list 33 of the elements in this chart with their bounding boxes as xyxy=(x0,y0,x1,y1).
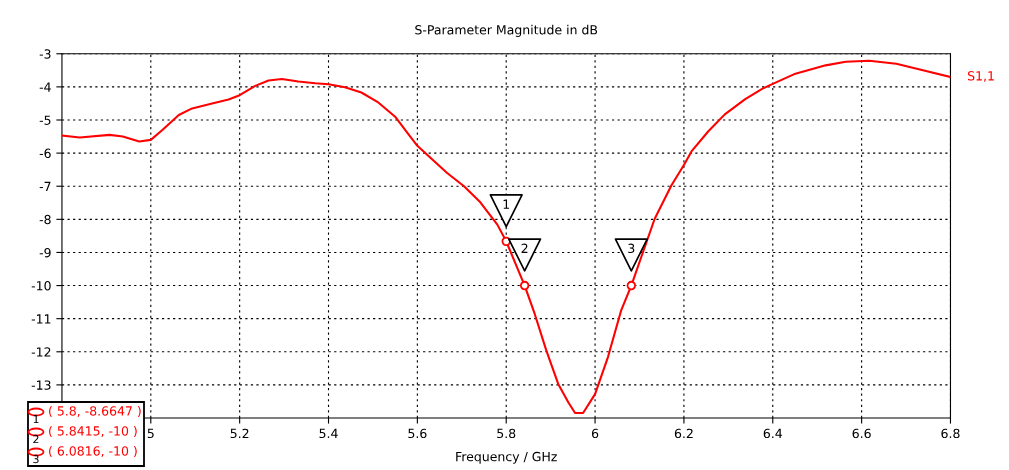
annotation: 2 xyxy=(521,243,528,253)
annotation: 1 xyxy=(503,199,510,209)
series-label: S1,1 xyxy=(967,71,994,82)
x-tick-label: 6.2 xyxy=(674,428,693,439)
annotation: ( 5.8, -8.6647 ) xyxy=(49,405,141,418)
x-tick-label: 6.8 xyxy=(941,428,960,439)
y-tick-label: -5 xyxy=(39,115,51,125)
text: ( 6.0816, -10 ) xyxy=(49,445,137,458)
y-tick-label: -10 xyxy=(31,281,51,291)
x-tick-label: 5.4 xyxy=(319,428,338,439)
y-tick-label: -12 xyxy=(31,347,51,357)
chart-title: S-Parameter Magnitude in dB xyxy=(415,24,598,37)
y-tick-label: -4 xyxy=(39,82,51,92)
x-tick-label: 6.4 xyxy=(763,428,783,439)
x-tick-label: 5.6 xyxy=(408,428,427,439)
y-tick-label: -8 xyxy=(39,214,51,225)
x-axis-title: Frequency / GHz xyxy=(456,451,557,464)
y-tick-label: -9 xyxy=(39,247,51,258)
y-tick-label: -7 xyxy=(39,181,51,191)
x-tick-label: 5.2 xyxy=(230,428,249,439)
x-tick-label: 5 xyxy=(147,428,154,439)
y-tick-label: -13 xyxy=(31,380,51,390)
x-tick-label: 6 xyxy=(591,428,599,439)
text: 2 xyxy=(33,434,39,444)
text: 1 xyxy=(33,414,39,424)
y-tick-label: -6 xyxy=(39,148,51,159)
annotation: 3 xyxy=(628,243,635,254)
text: ( 5.8415, -10 ) xyxy=(49,425,137,438)
y-tick-label: -3 xyxy=(39,49,51,59)
text: 3 xyxy=(33,454,39,464)
x-tick-label: 6.6 xyxy=(852,428,871,439)
x-tick-label: 5.8 xyxy=(497,428,516,439)
y-tick-label: -11 xyxy=(31,314,51,324)
